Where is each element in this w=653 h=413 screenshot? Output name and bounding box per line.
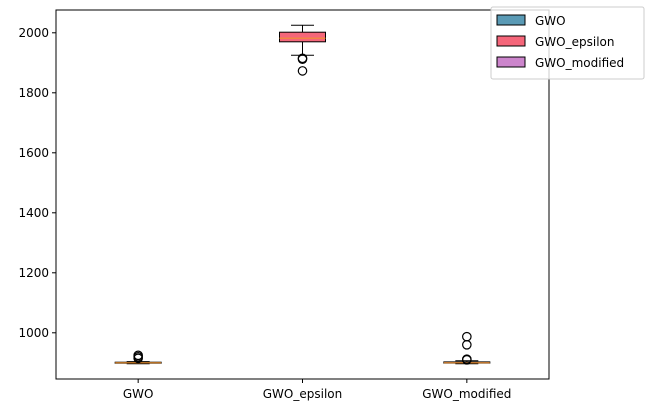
legend-label: GWO xyxy=(535,14,566,28)
x-axis: GWO GWO_epsilon GWO_modified xyxy=(123,379,511,401)
outlier-point xyxy=(133,350,143,361)
y-tick-label: 1400 xyxy=(18,206,49,220)
outlier-point xyxy=(462,354,472,364)
legend-swatch xyxy=(496,56,526,68)
plot-frame xyxy=(55,9,550,380)
boxes-layer xyxy=(114,24,491,365)
x-tick-label: GWO xyxy=(123,387,154,401)
legend-swatch xyxy=(496,35,526,47)
legend-swatch xyxy=(496,14,526,26)
y-tick-label: 1800 xyxy=(18,86,49,100)
x-tick-label: GWO_epsilon xyxy=(263,387,342,401)
legend: GWO GWO_epsilon GWO_modified xyxy=(490,6,645,80)
y-tick-label: 2000 xyxy=(18,26,49,40)
outlier-point xyxy=(297,66,308,76)
legend-frame xyxy=(490,6,645,80)
y-tick-label: 1000 xyxy=(18,326,49,340)
y-tick-label: 1200 xyxy=(18,266,49,280)
legend-label: GWO_modified xyxy=(535,56,624,70)
box-group-gwo-modified xyxy=(443,331,491,365)
box-group-gwo xyxy=(114,350,162,365)
y-tick-label: 1600 xyxy=(18,146,49,160)
x-tick-label: GWO_modified xyxy=(422,387,511,401)
box xyxy=(279,31,326,43)
box-group-gwo-epsilon xyxy=(279,24,326,76)
outlier-point xyxy=(297,53,308,64)
y-axis: 1000 1200 1400 1600 1800 2000 xyxy=(18,26,56,340)
legend-label: GWO_epsilon xyxy=(535,35,614,49)
outlier-point xyxy=(462,331,472,342)
plot-background xyxy=(56,10,549,379)
